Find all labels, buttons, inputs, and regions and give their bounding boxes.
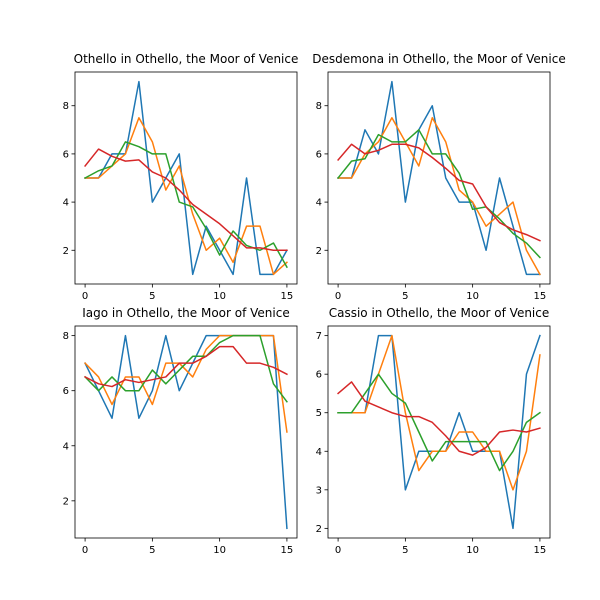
y-tick-label: 8 <box>316 101 322 112</box>
series-line-4 <box>337 143 541 242</box>
subplot-desdemona: 0 5 10 15 2 4 6 8 Desdemona in Othello, the Moor… <box>312 52 565 302</box>
x-tick-label: 0 <box>335 291 341 302</box>
axes-frame <box>327 325 551 539</box>
x-tick-label: 0 <box>335 545 341 556</box>
x-tick-label: 10 <box>466 291 479 302</box>
y-tick-label: 6 <box>63 149 69 160</box>
y-tick-label: 5 <box>316 408 322 419</box>
x-tick-label: 10 <box>466 545 479 556</box>
y-tick-label: 4 <box>63 441 69 452</box>
y-tick-label: 8 <box>63 101 69 112</box>
subplot-iago: 0 5 10 15 2 4 6 8 Iago in Othello, the Moor of V… <box>63 306 298 556</box>
x-tick-label: 15 <box>281 291 294 302</box>
x-tick-label: 10 <box>213 545 226 556</box>
x-tick-label: 5 <box>402 291 408 302</box>
x-tick-label: 15 <box>281 545 294 556</box>
y-tick-label: 3 <box>316 485 322 496</box>
x-tick-label: 5 <box>402 545 408 556</box>
y-tick-label: 2 <box>63 496 69 507</box>
y-tick-label: 2 <box>316 524 322 535</box>
x-tick-label: 0 <box>82 291 88 302</box>
x-tick-label: 5 <box>149 291 155 302</box>
y-tick-label: 4 <box>316 198 322 209</box>
y-tick-label: 7 <box>316 331 322 342</box>
y-tick-label: 2 <box>316 246 322 257</box>
series-line-4 <box>84 148 288 252</box>
axes-frame <box>74 71 298 285</box>
series-line-2 <box>84 117 288 276</box>
x-tick-label: 5 <box>149 545 155 556</box>
subplot-title: Desdemona in Othello, the Moor of Venice <box>312 52 565 66</box>
x-tick-label: 15 <box>534 545 547 556</box>
series-line-1 <box>337 80 541 276</box>
y-tick-label: 6 <box>316 370 322 381</box>
y-tick-label: 8 <box>63 331 69 342</box>
subplot-title: Othello in Othello, the Moor of Venice <box>74 52 299 66</box>
axes-frame <box>74 325 298 539</box>
y-tick-label: 4 <box>63 198 69 209</box>
series-line-4 <box>84 345 288 388</box>
subplot-cassio: 0 5 10 15 2 3 4 5 6 7 Cassio in Othello, the Moor … <box>316 306 551 556</box>
x-tick-label: 0 <box>82 545 88 556</box>
y-tick-label: 6 <box>316 149 322 160</box>
axes-frame <box>327 71 551 285</box>
subplot-title: Cassio in Othello, the Moor of Venice <box>329 306 550 320</box>
x-tick-label: 10 <box>213 291 226 302</box>
y-tick-label: 2 <box>63 246 69 257</box>
subplot-othello: 0 5 10 15 2 4 6 8 Othello in Othello, the Moor o… <box>63 52 299 302</box>
y-tick-label: 4 <box>316 447 322 458</box>
x-tick-label: 15 <box>534 291 547 302</box>
series-line-3 <box>337 373 541 472</box>
subplot-title: Iago in Othello, the Moor of Venice <box>82 306 289 320</box>
y-tick-label: 6 <box>63 386 69 397</box>
series-line-4 <box>337 381 541 456</box>
